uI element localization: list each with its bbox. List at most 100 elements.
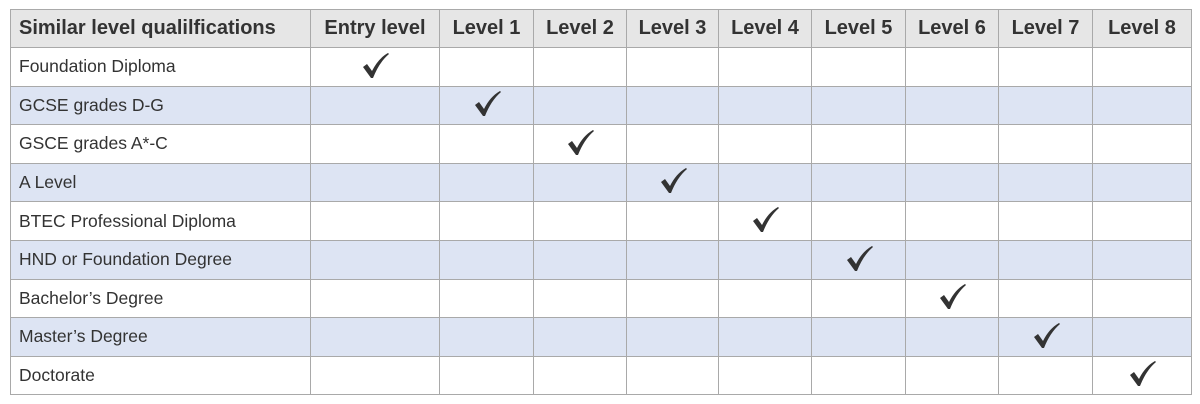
checkmark-icon [750,205,780,235]
level-cell [533,278,627,319]
level-cell [718,124,812,164]
level-cell [533,317,627,357]
checkmark-icon [1127,359,1157,389]
level-cell [533,201,627,241]
level-cell [310,85,440,126]
level-cell [533,124,627,164]
table-row: HND or Foundation Degree [10,239,1192,280]
level-cell [626,162,719,203]
level-cell [718,162,812,203]
column-header-level: Level 3 [626,9,719,48]
level-cell [811,124,906,164]
checkmark-icon [658,166,688,196]
level-cell [439,162,534,203]
level-cell [718,85,812,126]
qualification-name: GSCE grades A*-C [10,124,311,164]
level-cell [718,355,812,396]
column-header-level: Level 6 [905,9,999,48]
level-cell [811,162,906,203]
column-header-level: Level 2 [533,9,627,48]
level-cell [905,317,999,357]
level-cell [811,278,906,319]
level-cell [718,278,812,319]
level-cell [905,85,999,126]
checkmark-icon [937,282,967,312]
level-cell [626,278,719,319]
column-header-level: Level 4 [718,9,812,48]
qualification-name: Doctorate [10,355,311,396]
level-cell [626,317,719,357]
level-cell [718,317,812,357]
level-cell [1092,355,1192,396]
level-cell [905,278,999,319]
level-cell [310,124,440,164]
column-header-level: Level 7 [998,9,1093,48]
level-cell [1092,278,1192,319]
level-cell [1092,317,1192,357]
table-row: Master’s Degree [10,317,1192,357]
level-cell [1092,47,1192,87]
level-cell [310,355,440,396]
level-cell [905,355,999,396]
table-row: Foundation Diploma [10,47,1192,87]
level-cell [998,278,1093,319]
column-header-level: Entry level [310,9,440,48]
level-cell [626,124,719,164]
qualification-name: HND or Foundation Degree [10,239,311,280]
level-cell [626,355,719,396]
qualification-name: Bachelor’s Degree [10,278,311,319]
level-cell [1092,201,1192,241]
level-cell [310,317,440,357]
checkmark-icon [565,128,595,158]
column-header-level: Level 1 [439,9,534,48]
level-cell [998,201,1093,241]
column-header-level: Level 8 [1092,9,1192,48]
level-cell [811,47,906,87]
checkmark-icon [1031,321,1061,351]
level-cell [811,239,906,280]
level-cell [626,201,719,241]
level-cell [718,239,812,280]
level-cell [439,278,534,319]
level-cell [811,85,906,126]
level-cell [998,47,1093,87]
qualification-name: BTEC Professional Diploma [10,201,311,241]
level-cell [439,239,534,280]
level-cell [811,201,906,241]
level-cell [998,85,1093,126]
level-cell [998,124,1093,164]
level-cell [439,47,534,87]
qualification-name: Master’s Degree [10,317,311,357]
level-cell [905,47,999,87]
level-cell [1092,85,1192,126]
level-cell [998,239,1093,280]
level-cell [811,317,906,357]
level-cell [811,355,906,396]
level-cell [310,47,440,87]
level-cell [998,162,1093,203]
level-cell [1092,162,1192,203]
table-row: BTEC Professional Diploma [10,201,1192,241]
qualification-name: A Level [10,162,311,203]
table-row: Bachelor’s Degree [10,278,1192,319]
level-cell [718,201,812,241]
level-cell [626,239,719,280]
level-cell [1092,239,1192,280]
level-cell [439,355,534,396]
table-row: A Level [10,162,1192,203]
checkmark-icon [844,244,874,274]
level-cell [533,162,627,203]
level-cell [718,47,812,87]
level-cell [998,317,1093,357]
level-cell [310,201,440,241]
column-header-level: Level 5 [811,9,906,48]
level-cell [905,162,999,203]
level-cell [439,124,534,164]
level-cell [439,317,534,357]
level-cell [310,278,440,319]
level-cell [439,85,534,126]
level-cell [533,355,627,396]
header-row: Similar level qualilfications Entry level… [10,9,1192,48]
level-cell [626,85,719,126]
qualification-levels-table: Similar level qualilfications Entry level… [10,9,1192,396]
